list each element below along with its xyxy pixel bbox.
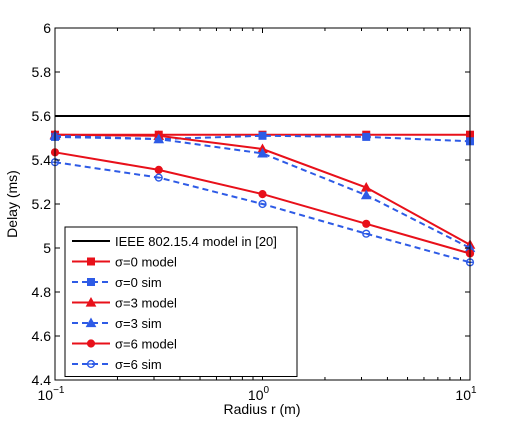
legend-item: σ=0 model: [72, 255, 177, 270]
y-tick-label: 4.6: [32, 328, 52, 344]
legend-label: σ=6 sim: [115, 357, 162, 372]
x-tick-label: 10−1: [38, 385, 65, 403]
y-tick-label: 5: [43, 240, 51, 256]
legend-item: σ=6 model: [72, 337, 177, 352]
data-point: [154, 165, 163, 174]
data-point: [360, 189, 372, 200]
legend-label: σ=3 sim: [115, 316, 162, 331]
series-line: [54, 134, 471, 143]
y-tick-label: 4.4: [32, 372, 52, 388]
data-point: [153, 133, 165, 144]
legend-marker: [85, 296, 97, 307]
x-tick-exponent: 1: [471, 385, 477, 396]
y-tick-label: 5.2: [32, 196, 52, 212]
x-tick-exponent: −1: [53, 385, 65, 396]
legend-label: IEEE 802.15.4 model in [20]: [115, 234, 277, 249]
y-tick-label: 5.4: [32, 152, 52, 168]
legend-marker: [85, 317, 97, 328]
y-tick-label: 4.8: [32, 284, 52, 300]
x-axis-title: Radius r (m): [223, 401, 300, 417]
legend-marker: [86, 359, 96, 369]
legend-label: σ=0 sim: [115, 275, 162, 290]
legend-label: σ=6 model: [115, 337, 177, 352]
data-point: [362, 132, 371, 141]
legend-label: σ=3 model: [115, 296, 177, 311]
legend-item: σ=3 model: [72, 296, 177, 311]
x-tick-label: 101: [455, 385, 477, 403]
data-point: [362, 219, 371, 228]
legend: IEEE 802.15.4 model in [20] σ=0 model σ=0 …: [64, 226, 298, 377]
legend-item: σ=3 sim: [72, 316, 162, 331]
legend-item: σ=0 sim: [72, 275, 162, 290]
x-tick-exponent: 0: [264, 385, 270, 396]
data-point: [258, 199, 267, 209]
data-point: [362, 229, 371, 238]
y-tick-label: 6: [43, 20, 51, 36]
data-point: [258, 190, 267, 199]
legend-marker: [87, 257, 95, 266]
legend-label: σ=0 model: [115, 255, 177, 270]
legend-item: IEEE 802.15.4 model in [20]: [72, 234, 277, 249]
data-point: [257, 147, 268, 158]
data-point: [154, 173, 163, 182]
y-axis-title: Delay (ms): [4, 170, 20, 238]
legend-item: σ=6 sim: [72, 357, 162, 372]
data-point: [258, 131, 267, 140]
y-tick-label: 5.8: [32, 64, 52, 80]
legend-marker: [87, 278, 95, 286]
y-tick-label: 5.6: [32, 108, 52, 124]
legend-marker: [86, 339, 96, 348]
